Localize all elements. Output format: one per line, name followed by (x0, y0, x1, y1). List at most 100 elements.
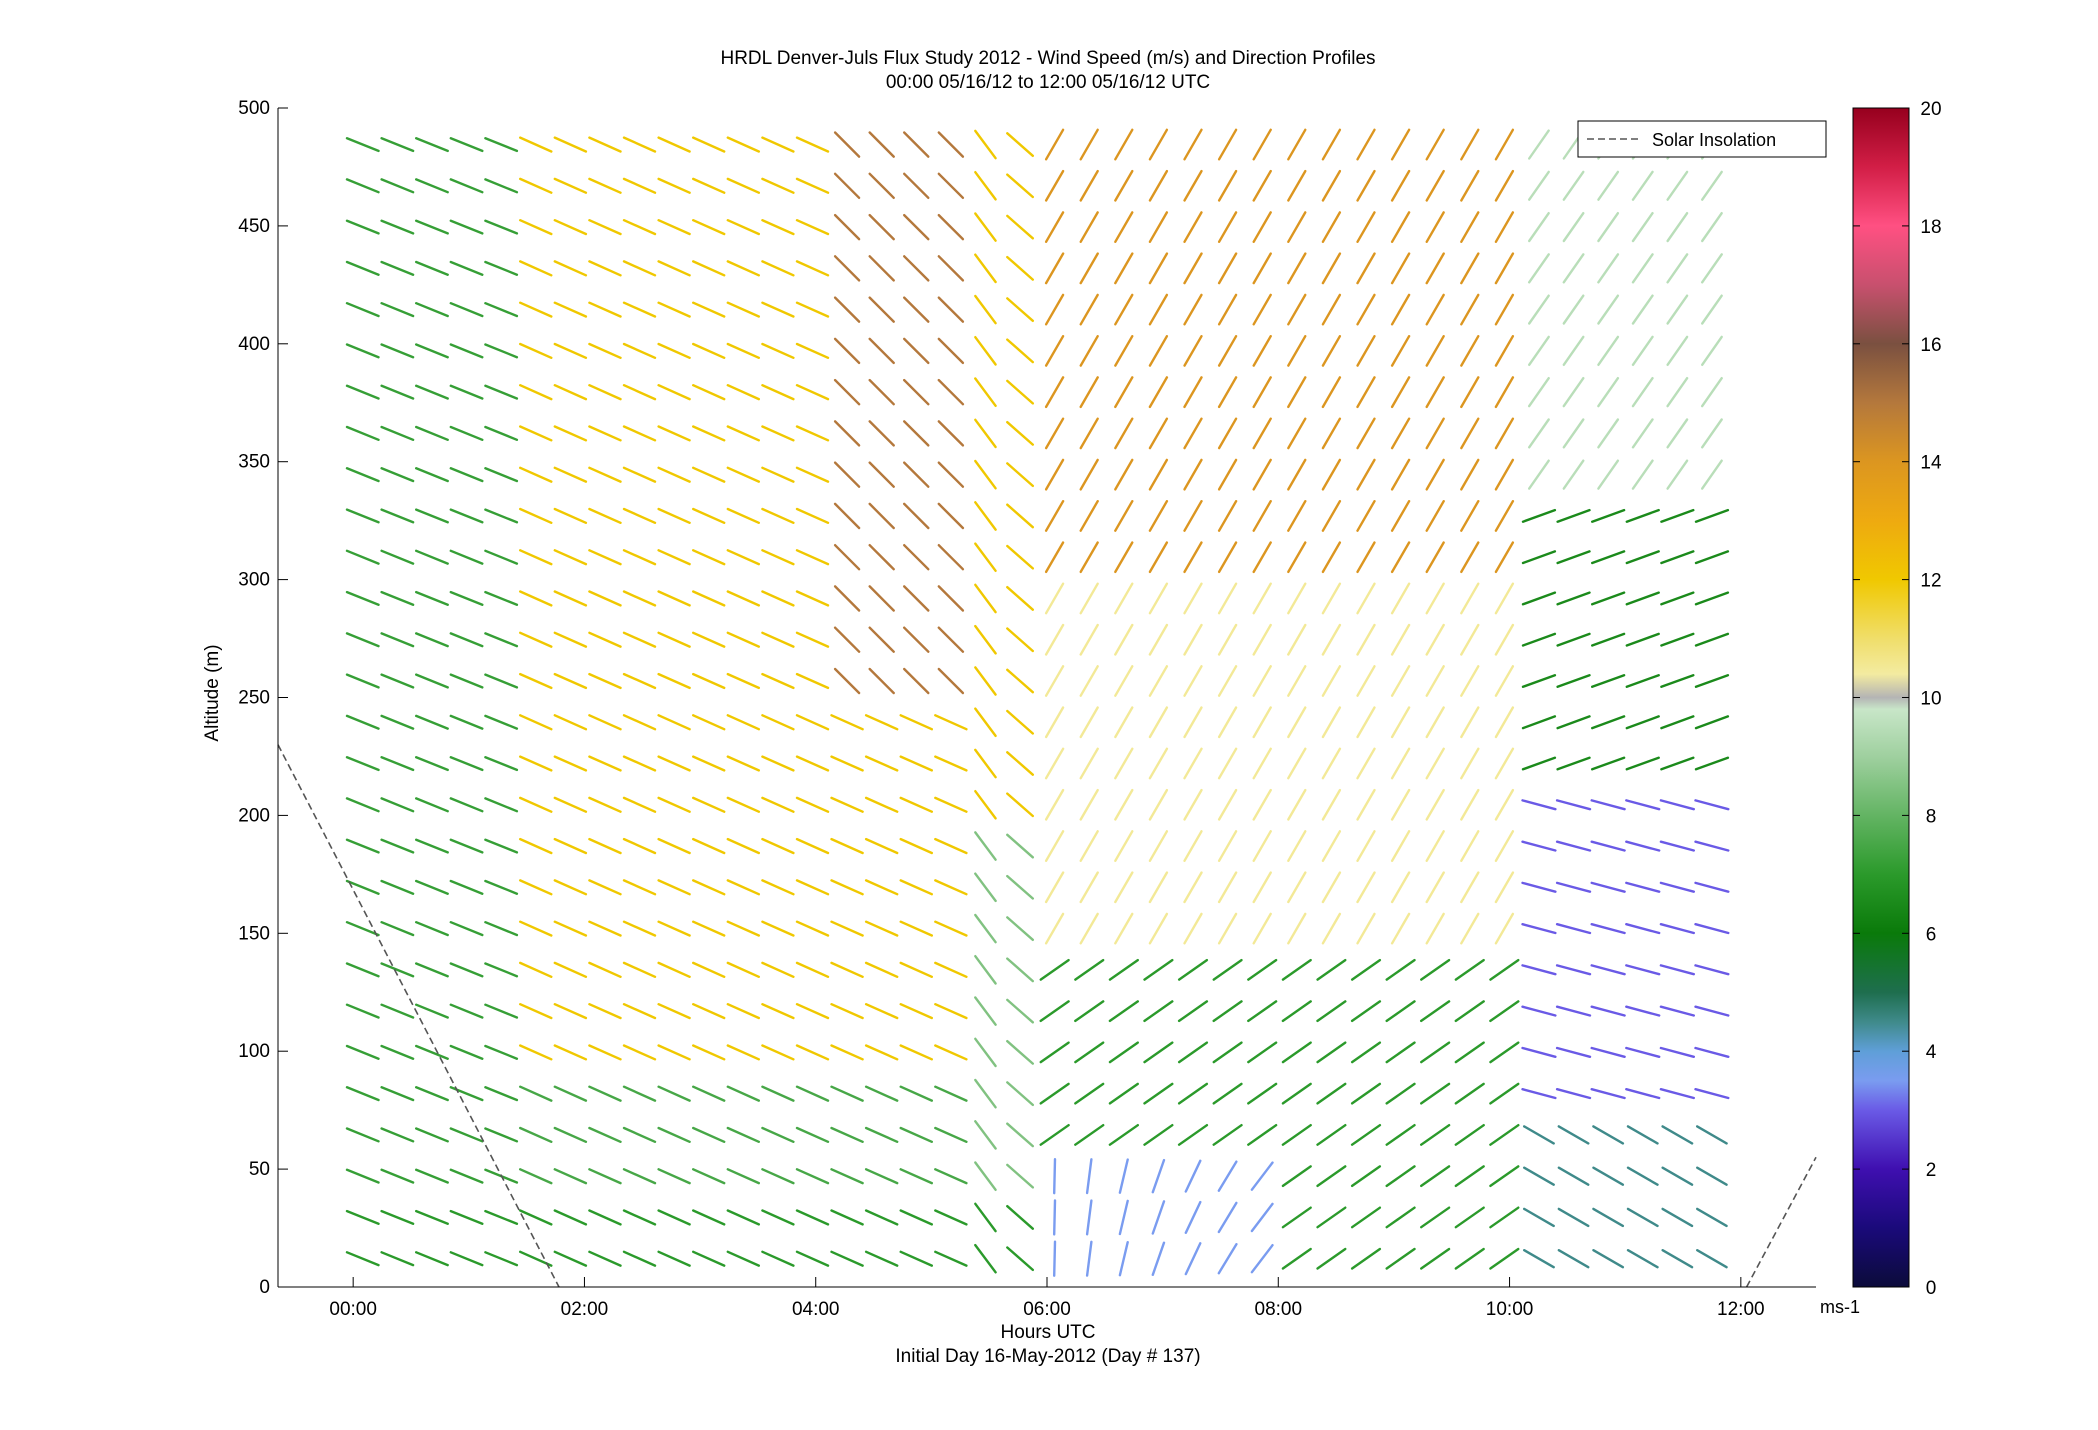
wind-barb (380, 549, 415, 565)
wind-barb (1454, 1206, 1485, 1229)
wind-barb (657, 384, 691, 401)
wind-barb (657, 672, 691, 690)
wind-barb (657, 1168, 691, 1185)
wind-barb (588, 342, 622, 359)
wind-barb (1695, 1166, 1728, 1186)
wind-barb (1114, 169, 1134, 202)
wind-barb (692, 631, 726, 648)
wind-barb (1562, 170, 1585, 201)
wind-barb (1625, 591, 1660, 606)
wind-barb (415, 549, 449, 565)
wind-barb (484, 178, 519, 194)
wind-barb (1494, 706, 1515, 739)
wind-barb (1079, 376, 1099, 409)
wind-barb (934, 1209, 968, 1226)
wind-barb (1590, 923, 1626, 935)
wind-barb (1321, 376, 1342, 409)
wind-barb (1425, 706, 1445, 739)
wind-barb (974, 583, 997, 614)
wind-barb (553, 1168, 588, 1185)
wind-barb (449, 921, 484, 937)
wind-barb (1252, 706, 1272, 739)
wind-barb (1419, 1247, 1451, 1270)
wind-barb (1590, 550, 1626, 565)
wind-barb (1695, 1248, 1728, 1269)
wind-barb (1151, 1241, 1166, 1277)
wind-barb (1151, 1200, 1166, 1235)
wind-barb (1419, 1082, 1451, 1105)
wind-barb (449, 879, 484, 895)
wind-barb (1006, 957, 1035, 983)
wind-barb (1425, 541, 1445, 574)
wind-barb (937, 255, 965, 282)
wind-barb (1287, 871, 1307, 904)
wind-barb (830, 837, 864, 855)
wind-barb (1521, 881, 1557, 893)
wind-barb (833, 420, 861, 447)
wind-barb (1217, 912, 1238, 945)
wind-barb (795, 1250, 830, 1267)
wind-barb (1555, 1005, 1592, 1017)
wind-barb (726, 466, 760, 483)
wind-barb (1183, 912, 1203, 945)
wind-barb (726, 301, 760, 318)
wind-barb (1592, 1125, 1625, 1145)
wind-barb (833, 213, 861, 241)
wind-barb (864, 1209, 899, 1226)
wind-barb (1250, 1202, 1274, 1233)
wind-barb (868, 585, 895, 612)
wind-barb (1460, 665, 1480, 697)
wind-barb (1625, 674, 1660, 688)
wind-barb (1281, 1165, 1312, 1188)
wind-barb (1006, 255, 1035, 281)
wind-barb (657, 301, 691, 318)
wind-barb (588, 672, 622, 690)
wind-barb (657, 1250, 691, 1267)
wind-barb (345, 508, 380, 524)
wind-barb (761, 384, 795, 401)
wind-barb (1666, 459, 1689, 490)
wind-barb (622, 425, 657, 442)
wind-barb (864, 837, 899, 855)
wind-barb (449, 384, 484, 400)
wind-barb (380, 1209, 415, 1226)
wind-barb (345, 1086, 380, 1102)
y-tick-label: 350 (238, 452, 270, 473)
wind-barb (1321, 830, 1342, 862)
wind-barb (1006, 1039, 1035, 1065)
wind-barb (1694, 964, 1730, 976)
wind-barb (1489, 1123, 1520, 1146)
wind-barb (833, 626, 861, 653)
wind-barb (1425, 417, 1445, 450)
wind-barb (1114, 871, 1134, 904)
wind-barb (1217, 830, 1238, 862)
wind-barb (833, 172, 861, 200)
wind-barb (795, 1168, 830, 1185)
wind-barb (380, 632, 415, 648)
wind-barb (1527, 418, 1550, 449)
wind-barb (692, 1003, 726, 1020)
y-tick-label: 400 (238, 334, 270, 355)
wind-barb (1183, 128, 1203, 161)
wind-barb (588, 796, 622, 813)
wind-barb (1350, 1165, 1382, 1188)
wind-barb (1217, 128, 1238, 161)
wind-barb (761, 1168, 795, 1185)
wind-barb (761, 177, 795, 194)
wind-barb (761, 425, 795, 442)
wind-barb (1217, 335, 1238, 367)
wind-barb (1217, 1242, 1238, 1275)
wind-barb (1460, 335, 1480, 367)
wind-barb (864, 1168, 899, 1185)
colorbar-unit-label: ms-1 (1820, 1297, 1860, 1317)
wind-barb (903, 378, 930, 406)
wind-barb (1085, 1199, 1093, 1236)
wind-barb (1494, 128, 1515, 161)
wind-barb (1148, 541, 1169, 574)
colorbar-tick-label: 14 (1920, 453, 1942, 474)
wind-barb (1350, 1206, 1382, 1229)
wind-barb (1321, 293, 1342, 326)
wind-barb (1148, 252, 1169, 285)
wind-barb (864, 1003, 899, 1020)
